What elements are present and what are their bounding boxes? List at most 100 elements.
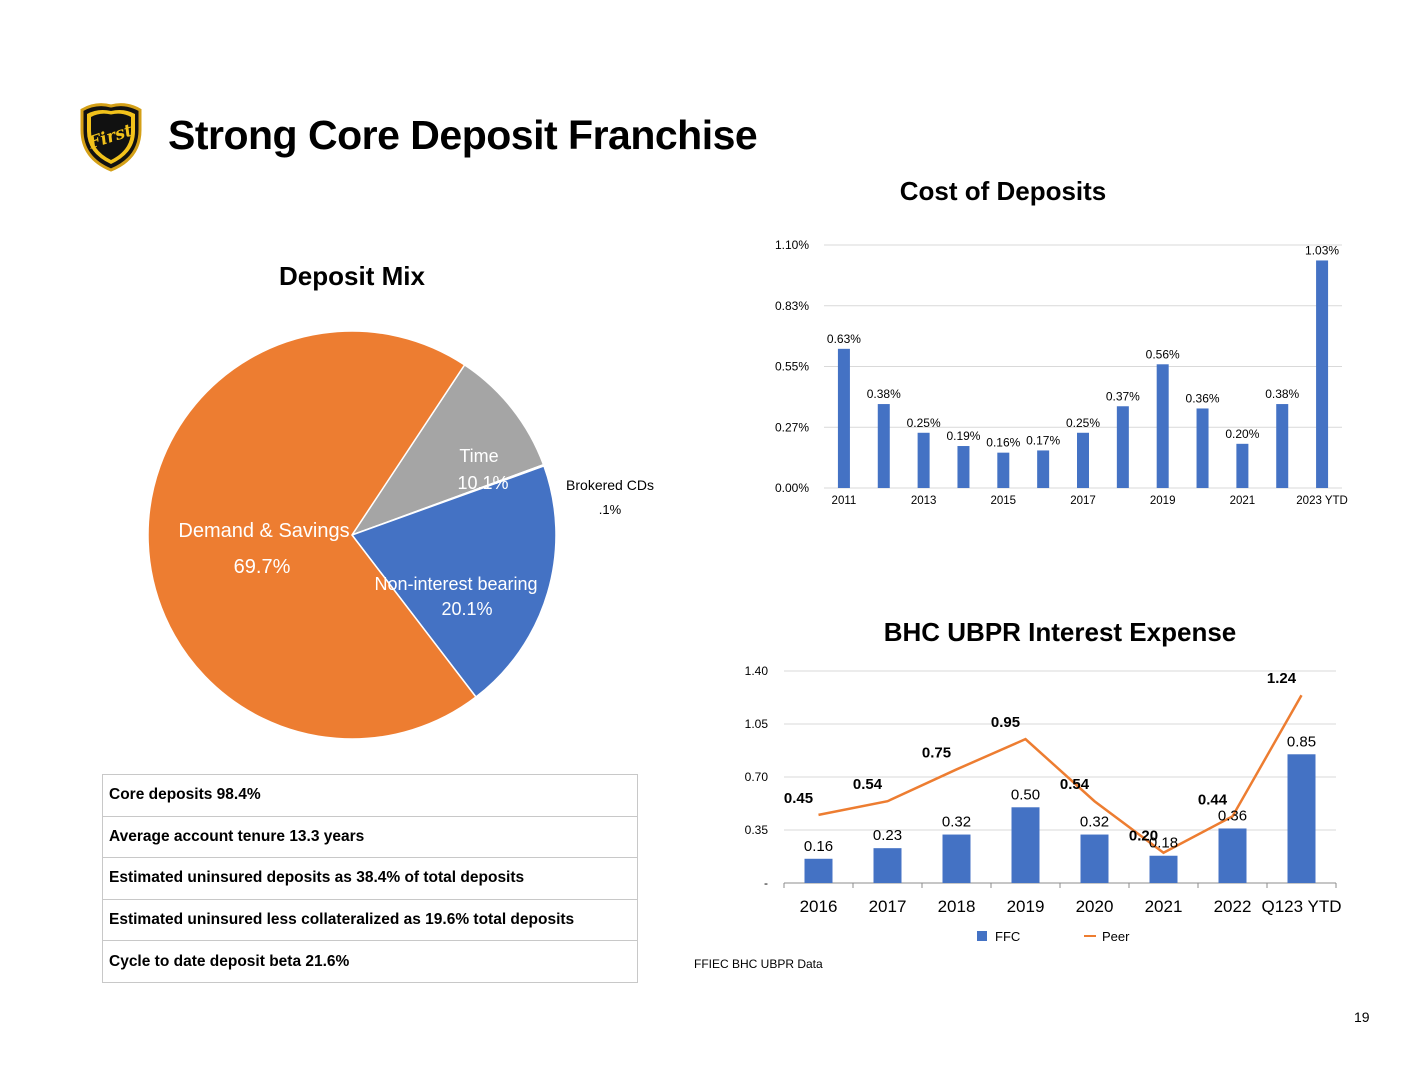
pie-label-brokered-cds: Brokered CDs (566, 477, 654, 493)
cost-bar (1316, 260, 1329, 488)
bhc-ytick-label: 1.40 (745, 664, 769, 678)
bhc-ffc-label: 0.32 (942, 814, 971, 831)
cost-data-label: 0.63% (827, 332, 861, 346)
cost-xtick-label: 2013 (911, 495, 937, 507)
bhc-peer-label: 0.95 (991, 714, 1020, 731)
deposit-stats-table: Core deposits 98.4% Average account tenu… (102, 774, 638, 983)
bhc-ffc-label: 0.16 (804, 838, 833, 855)
bhc-xtick-label: 2020 (1076, 897, 1114, 916)
bhc-ffc-label: 0.23 (873, 827, 902, 844)
cost-data-label: 1.03% (1305, 243, 1339, 257)
cost-ytick-label: 0.27% (775, 420, 809, 434)
legend-peer-label: Peer (1102, 929, 1130, 944)
cost-data-label: 0.38% (1265, 387, 1299, 401)
bhc-xtick-label: 2017 (869, 897, 907, 916)
stat-account-tenure: Average account tenure 13.3 years (102, 815, 638, 859)
cost-bar (1156, 364, 1169, 488)
cost-xtick-label: 2015 (991, 495, 1017, 507)
bhc-peer-line (818, 694, 1303, 855)
bhc-xtick-label: 2019 (1007, 897, 1045, 916)
pie-value-time: 10.1% (457, 473, 508, 493)
cost-bar (1037, 450, 1050, 488)
table-row: Average account tenure 13.3 years (102, 815, 638, 859)
cost-bar (957, 446, 970, 488)
bhc-peer-label: 0.75 (922, 744, 951, 761)
bhc-ffc-bar (804, 858, 833, 883)
cost-xtick-label: 2021 (1230, 495, 1256, 507)
pie-slice-demand-savings (147, 330, 478, 740)
pie-value-demand-savings: 69.7% (234, 556, 291, 578)
pie-value-brokered-cds: .1% (599, 502, 622, 517)
stat-uninsured-less-collateralized: Estimated uninsured less collateralized … (102, 898, 638, 942)
bhc-ffc-label: 0.50 (1011, 786, 1040, 803)
pie-label-demand-savings: Demand & Savings (178, 520, 349, 542)
table-row: Cycle to date deposit beta 21.6% (102, 940, 638, 983)
cost-bar (1116, 406, 1129, 488)
bhc-peer-label: 0.45 (784, 790, 813, 807)
cost-bar (917, 432, 930, 488)
deposit-mix-title: Deposit Mix (279, 261, 425, 291)
bhc-peer-label: 0.20 (1129, 828, 1158, 845)
cost-ytick-label: 0.00% (775, 481, 809, 495)
bhc-ytick-label: 0.35 (745, 823, 769, 837)
cost-data-label: 0.56% (1146, 347, 1180, 361)
pie-label-non-interest-bearing: Non-interest bearing (374, 574, 537, 594)
cost-bar (837, 348, 850, 488)
source-note: FFIEC BHC UBPR Data (694, 957, 823, 971)
bhc-peer-label: 0.54 (853, 776, 883, 793)
bhc-peer-label: 0.44 (1198, 791, 1228, 808)
bhc-ytick-label: - (764, 876, 768, 890)
pie-value-non-interest-bearing: 20.1% (441, 599, 492, 619)
cost-data-label: 0.38% (867, 387, 901, 401)
bhc-xtick-label: Q123 YTD (1261, 897, 1341, 916)
stat-deposit-beta: Cycle to date deposit beta 21.6% (102, 940, 638, 983)
table-row: Estimated uninsured less collateralized … (102, 898, 638, 942)
bhc-xtick-label: 2018 (938, 897, 976, 916)
cost-bar (1276, 404, 1289, 488)
bhc-ffc-label: 0.32 (1080, 814, 1109, 831)
page-number: 19 (1354, 1009, 1370, 1025)
cost-bar (877, 404, 890, 488)
bhc-ytick-label: 1.05 (745, 717, 769, 731)
cost-xtick-label: 2011 (832, 495, 857, 507)
legend-ffc-label: FFC (995, 929, 1020, 944)
bhc-ffc-label: 0.18 (1149, 835, 1178, 852)
cost-data-label: 0.36% (1186, 391, 1220, 405)
bhc-ubpr-chart: BHC UBPR Interest Expense - 0.35 0.70 1.05 1… (745, 617, 1342, 944)
cost-data-label: 0.19% (946, 429, 980, 443)
cost-bar (1236, 443, 1249, 488)
cost-data-label: 0.25% (907, 416, 941, 430)
bhc-ffc-bar (1149, 855, 1178, 883)
bhc-ffc-bar (942, 834, 971, 883)
bhc-ffc-label: 0.36 (1218, 807, 1247, 824)
cost-bar (997, 452, 1010, 488)
bhc-peer-label: 1.24 (1267, 670, 1297, 687)
cost-xtick-label: 2017 (1070, 495, 1096, 507)
cost-xtick-label: 2019 (1150, 495, 1176, 507)
cost-bar (1196, 408, 1209, 488)
pie-slice-non-interest-bearing (350, 465, 557, 699)
table-row: Core deposits 98.4% (102, 774, 638, 817)
cost-ytick-label: 0.83% (775, 299, 809, 313)
bhc-ffc-label: 0.85 (1287, 733, 1316, 750)
bhc-ffc-bar (1080, 834, 1109, 883)
cost-ytick-label: 0.55% (775, 360, 809, 374)
stat-uninsured-deposits: Estimated uninsured deposits as 38.4% of… (102, 857, 638, 900)
stat-core-deposits: Core deposits 98.4% (102, 774, 638, 817)
bhc-ffc-bar (1287, 754, 1316, 883)
cost-data-label: 0.25% (1066, 416, 1100, 430)
bhc-xtick-label: 2022 (1214, 897, 1252, 916)
cost-data-label: 0.20% (1225, 427, 1259, 441)
cost-data-label: 0.37% (1106, 389, 1140, 403)
page-title: Strong Core Deposit Franchise (168, 112, 758, 158)
first-shield-logo: First (80, 103, 142, 172)
cost-of-deposits-chart: Cost of Deposits 0.00% 0.27% 0.55% 0.83% 1.1… (775, 176, 1348, 507)
deposit-mix-chart: Deposit Mix Demand & Savings 69.7% Time 10.… (147, 261, 654, 740)
bhc-ffc-bar (1218, 828, 1247, 883)
bhc-ffc-bar (1011, 807, 1040, 883)
bhc-peer-label: 0.54 (1060, 776, 1090, 793)
bhc-ytick-label: 0.70 (745, 770, 769, 784)
legend-ffc-swatch (977, 931, 987, 941)
cost-of-deposits-title: Cost of Deposits (900, 176, 1107, 206)
cost-data-label: 0.16% (986, 436, 1020, 450)
